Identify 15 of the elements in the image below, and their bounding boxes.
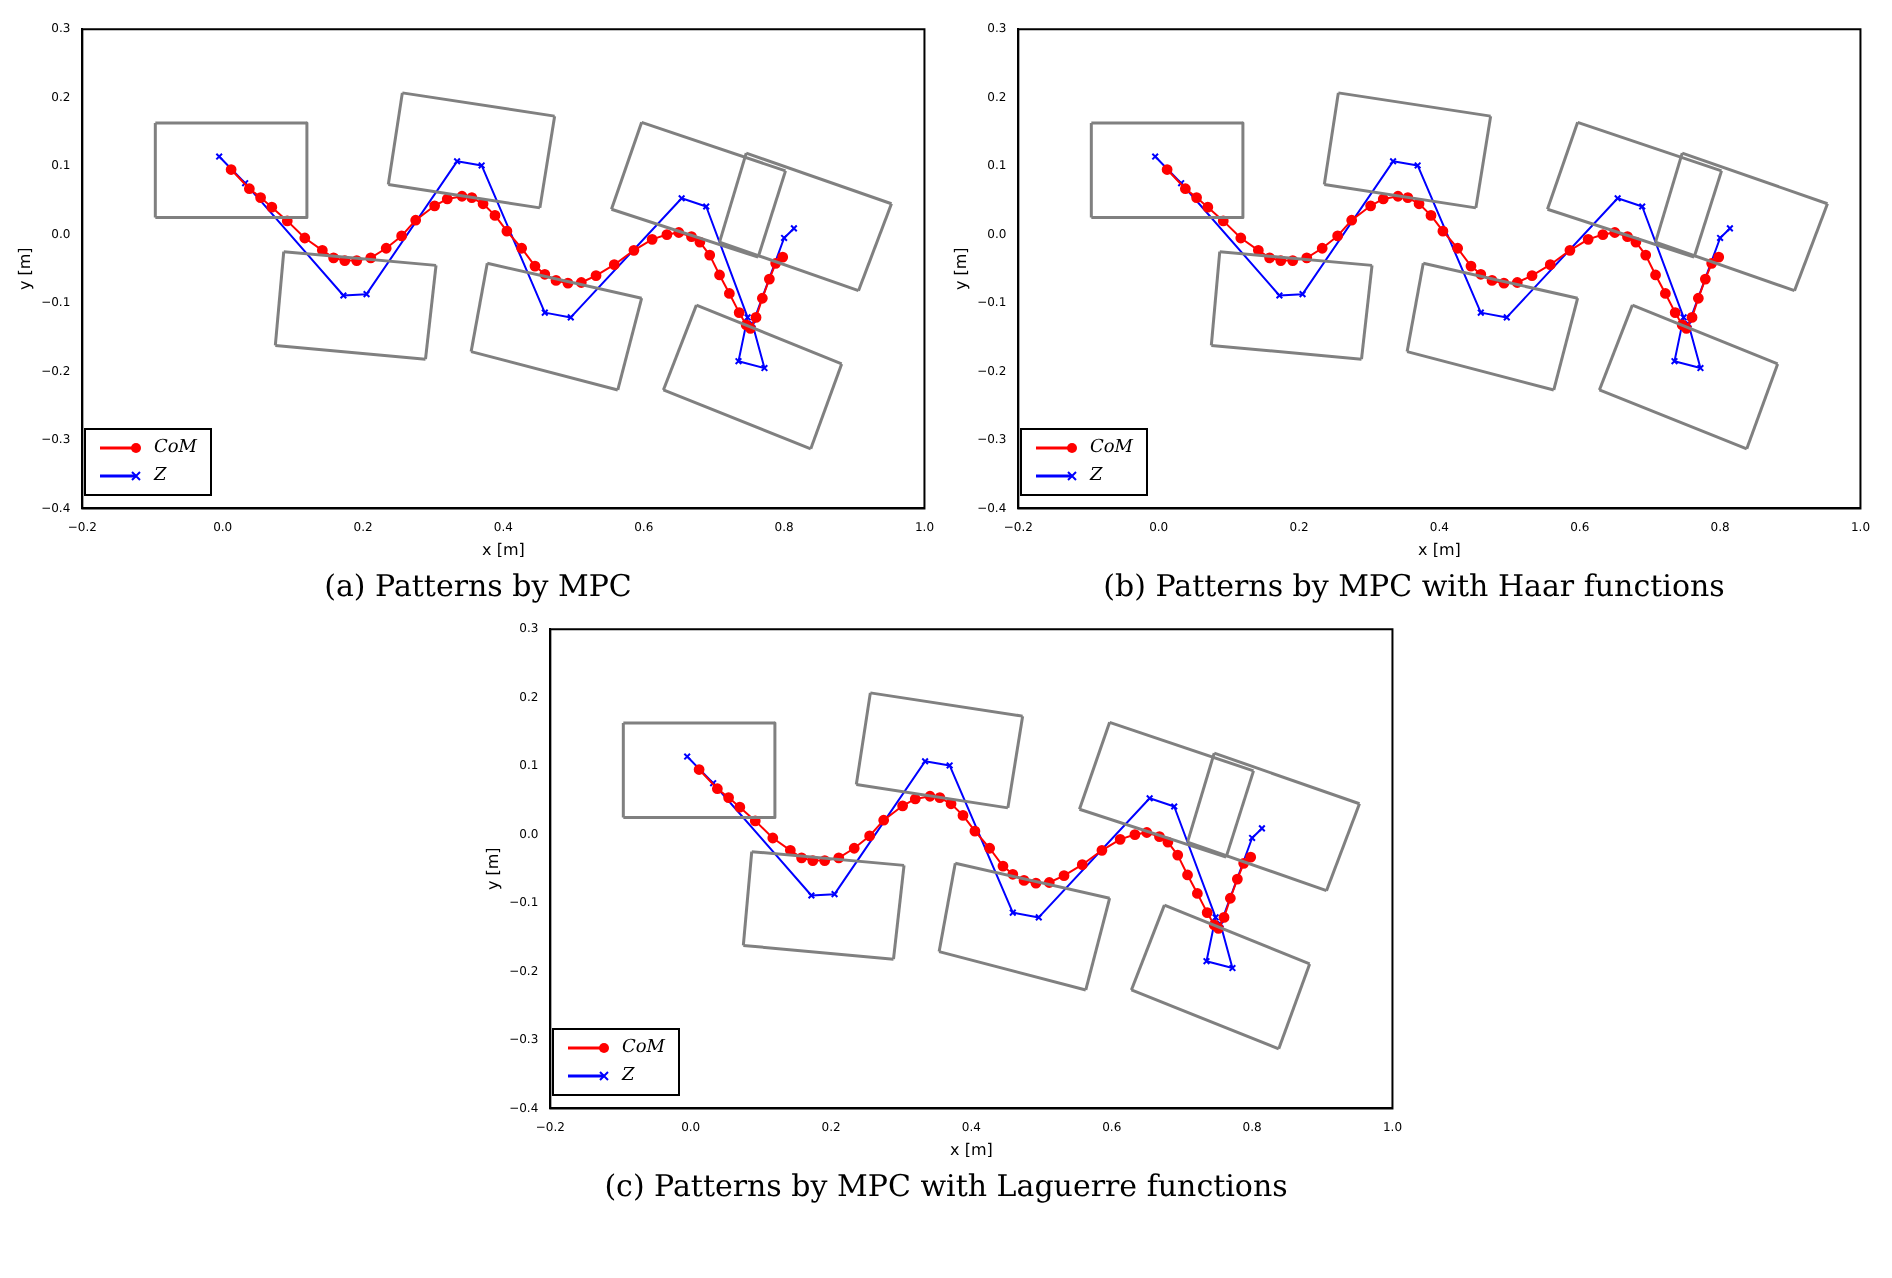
y-axis-title: y [m] (951, 247, 970, 291)
y-axis-title: y [m] (483, 847, 502, 891)
legend-label: CoM (622, 1038, 666, 1058)
legend-label: CoM (154, 438, 198, 458)
legend-label: Z (1090, 466, 1103, 486)
legend-label: CoM (1090, 438, 1134, 458)
x-axis-title: x [m] (1418, 540, 1461, 559)
text: (a) Patterns by MPC (322, 568, 634, 604)
text: (c) Patterns by MPC with Laguerre functions (602, 1168, 1290, 1204)
text: (b) Patterns by MPC with Haar functions (1101, 568, 1727, 604)
y-axis-title: y [m] (15, 247, 34, 291)
legend-label: Z (154, 466, 167, 486)
x-axis-title: x [m] (482, 540, 525, 559)
legend-label: Z (622, 1066, 635, 1086)
x-axis-title: x [m] (950, 1140, 993, 1159)
